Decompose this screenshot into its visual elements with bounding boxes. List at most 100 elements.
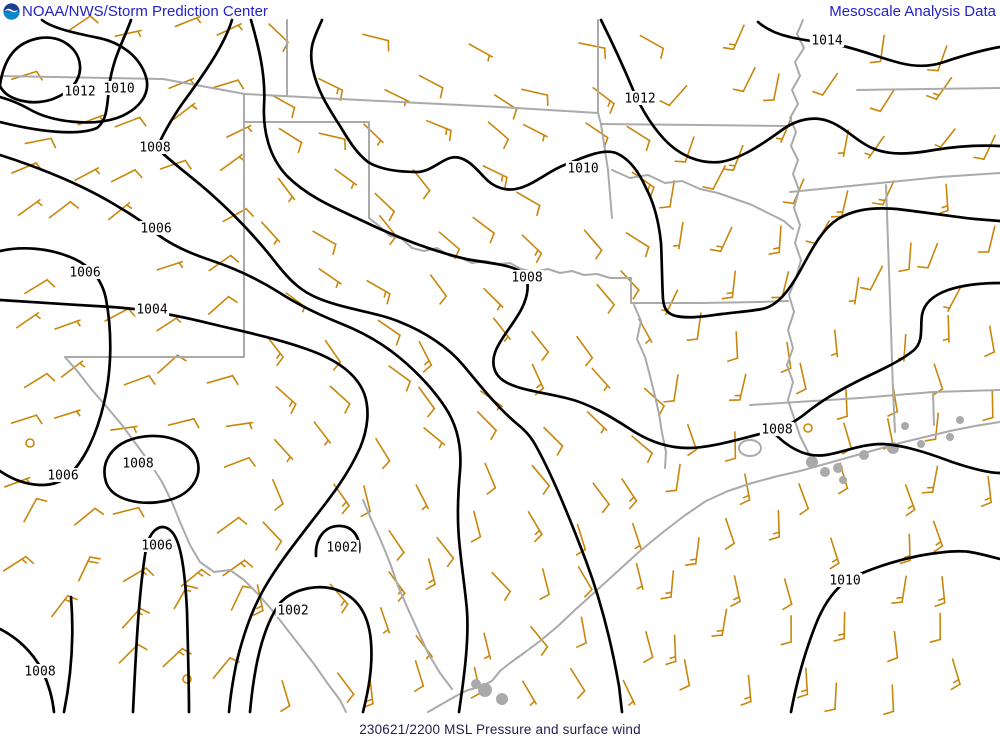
isobar-label: 1006	[69, 266, 100, 281]
state-border	[368, 217, 632, 279]
wind-barb	[869, 88, 896, 113]
wind-barb	[219, 153, 245, 172]
isobar-label: 1010	[567, 162, 598, 177]
wind-barb	[425, 119, 453, 142]
wind-barb	[334, 168, 358, 190]
wind-barb	[527, 510, 544, 543]
wind-barb	[74, 166, 101, 182]
wind-barb	[768, 225, 782, 256]
wind-barb	[2, 555, 35, 572]
wind-barb	[575, 335, 594, 367]
isobar-label-halo	[138, 221, 174, 235]
wind-barb	[17, 198, 43, 217]
wind-barb	[522, 123, 548, 142]
wind-barb	[260, 221, 281, 246]
wind-barb	[934, 128, 956, 151]
wind-barb	[622, 679, 636, 707]
state-border	[611, 169, 794, 230]
isobar-label: 1002	[326, 541, 357, 556]
isobar-label-halo	[139, 538, 175, 552]
wind-barb	[418, 74, 444, 99]
isobar-line	[0, 36, 82, 104]
wind-barb	[216, 516, 248, 535]
isobar-line	[772, 281, 1000, 434]
wind-barb	[425, 558, 437, 591]
wind-barb	[795, 362, 807, 395]
wind-barb	[107, 201, 133, 221]
wind-barb	[60, 360, 86, 379]
wind-barb	[937, 183, 949, 215]
wind-barb	[763, 73, 780, 102]
wind-barb	[110, 168, 143, 183]
wind-barb	[379, 606, 391, 634]
wind-barb	[542, 426, 564, 456]
wind-barb	[270, 94, 296, 119]
wind-barb	[934, 576, 946, 608]
isobar-line	[0, 246, 112, 487]
wind-barb	[268, 22, 290, 53]
wind-barb	[812, 72, 839, 97]
wind-barb	[77, 555, 101, 582]
isobar-label: 1012	[64, 85, 95, 100]
wind-barb	[898, 242, 912, 273]
wind-barb	[207, 295, 238, 316]
wind-barb	[659, 180, 676, 209]
isobar-label-halo	[324, 540, 360, 554]
wind-barb	[366, 279, 391, 305]
wind-barb	[973, 134, 997, 161]
wind-barb	[313, 421, 332, 446]
isobar-label-halo	[101, 81, 137, 95]
isobar-label: 1006	[47, 469, 78, 484]
wind-barb	[592, 482, 611, 514]
wind-barb	[67, 14, 99, 32]
isobar-line	[0, 153, 469, 714]
isobar-label-halo	[275, 603, 311, 617]
wind-barb	[278, 127, 303, 154]
coastal-marsh	[859, 450, 869, 460]
wind-barb	[516, 191, 541, 217]
wind-barb	[23, 497, 48, 523]
wind-barb	[899, 533, 912, 565]
wind-barb	[10, 413, 43, 425]
wind-barb	[266, 335, 285, 367]
calm-wind-icon	[803, 423, 813, 433]
wind-barb	[312, 230, 337, 255]
wind-barb	[864, 135, 885, 159]
wind-barb	[491, 571, 512, 602]
wind-barb	[583, 229, 603, 260]
wind-barb	[724, 431, 737, 462]
state-border	[856, 87, 1000, 91]
isobar-label: 1010	[103, 82, 134, 97]
wind-barb	[222, 559, 254, 577]
wind-barb	[174, 15, 202, 28]
wind-barb	[830, 190, 849, 218]
isobar-label-halo	[509, 270, 545, 284]
wind-barb	[977, 225, 996, 253]
wind-barb	[871, 180, 895, 206]
coastal-marsh	[917, 440, 925, 448]
coastal-marsh	[833, 463, 843, 473]
isobar-label: 1008	[511, 271, 542, 286]
wind-barb	[168, 77, 195, 90]
state-border	[885, 184, 896, 433]
wind-barb	[639, 34, 665, 60]
wind-barb	[984, 325, 996, 358]
isobar-line	[756, 20, 1000, 68]
coastal-marsh	[806, 456, 818, 468]
wind-barb	[728, 373, 747, 402]
wind-barb	[739, 473, 751, 506]
wind-barb	[859, 265, 884, 291]
coastal-marsh	[820, 467, 830, 477]
wind-barb	[48, 200, 80, 219]
wind-barb	[591, 367, 611, 392]
wind-barb	[412, 168, 431, 200]
wind-barb	[921, 465, 939, 494]
isobar-label-halo	[809, 33, 845, 47]
wind-barb	[483, 632, 492, 660]
wind-barb	[114, 116, 147, 128]
lake-outline	[738, 439, 762, 457]
wind-barb	[492, 317, 512, 343]
wind-barb	[114, 29, 142, 38]
state-border	[786, 19, 816, 467]
